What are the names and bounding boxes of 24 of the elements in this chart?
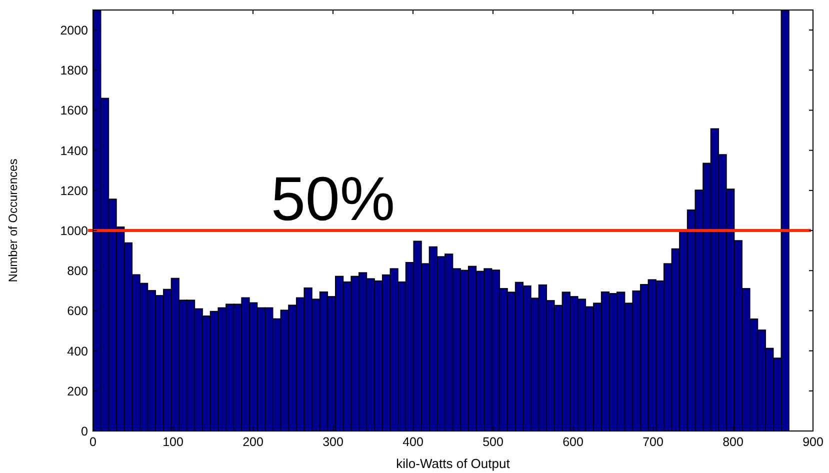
- y-tick-label: 1000: [60, 224, 88, 238]
- annotation: 50%: [270, 165, 396, 234]
- x-tick-label: 300: [322, 435, 344, 449]
- y-tick-label: 2000: [60, 24, 88, 38]
- x-axis-title: kilo-Watts of Output: [396, 456, 510, 471]
- y-tick-label: 400: [67, 344, 88, 358]
- x-tick-label: 700: [642, 435, 664, 449]
- y-tick-label: 1800: [60, 64, 88, 78]
- x-tick-label: 400: [402, 435, 424, 449]
- y-axis-title: Number of Occurences: [6, 158, 20, 282]
- y-tick-label: 800: [67, 264, 88, 278]
- y-tick-label: 1200: [60, 184, 88, 198]
- x-tick-label: 600: [562, 435, 584, 449]
- y-tick-label: 1400: [60, 144, 88, 158]
- x-tick-label: 900: [802, 435, 824, 449]
- x-tick-label: 200: [242, 435, 264, 449]
- x-tick-label: 0: [90, 435, 97, 449]
- x-tick-label: 800: [722, 435, 744, 449]
- y-tick-label: 600: [67, 304, 88, 318]
- y-tick-label: 200: [67, 384, 88, 398]
- y-tick-label: 0: [81, 424, 88, 438]
- x-tick-label: 500: [482, 435, 504, 449]
- y-tick-label: 1600: [60, 104, 88, 118]
- x-tick-label: 100: [162, 435, 184, 449]
